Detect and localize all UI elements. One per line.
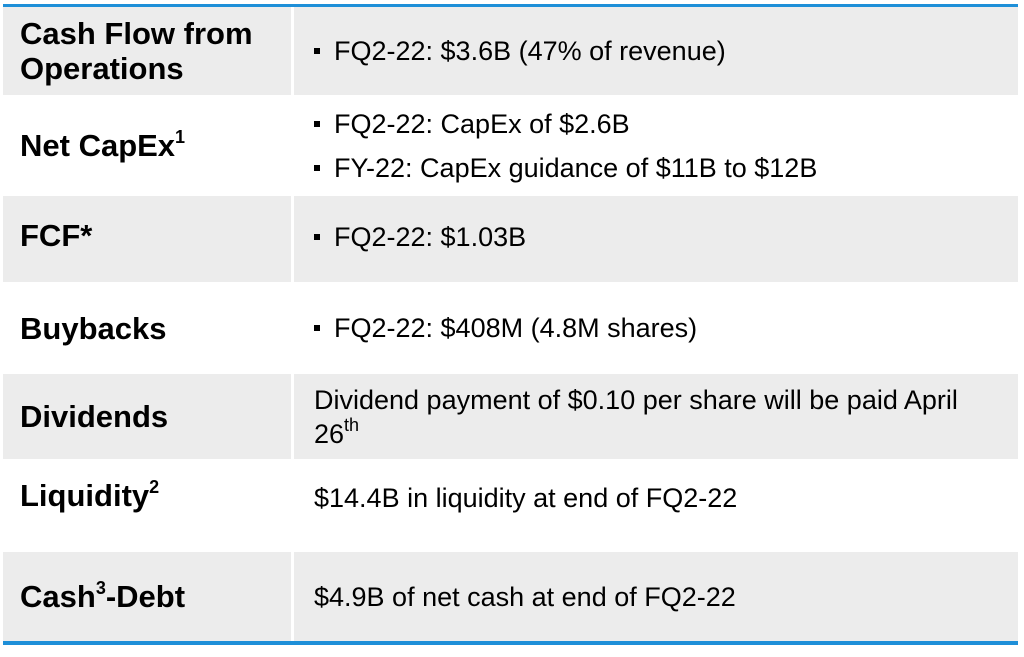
bullet-item: FQ2-22: CapEx of $2.6B xyxy=(314,107,1018,141)
table-row-fcf: FCF* FQ2-22: $1.03B xyxy=(3,196,1018,285)
cash-flow-summary-table: Cash Flow from Operations FQ2-22: $3.6B … xyxy=(3,4,1018,645)
table-row-cash-debt: Cash3-Debt $4.9B of net cash at end of F… xyxy=(3,552,1018,641)
row-content: $4.9B of net cash at end of FQ2-22 xyxy=(294,552,1018,641)
ordinal-suffix: th xyxy=(344,414,360,435)
row-label: Dividends xyxy=(3,374,294,459)
row-content: $14.4B in liquidity at end of FQ2-22 xyxy=(294,462,1018,549)
footnote-marker: 1 xyxy=(175,126,186,147)
bullet-square-icon xyxy=(314,120,320,127)
dividend-text: Dividend payment of $0.10 per share will… xyxy=(314,383,988,451)
table-row-cash-flow: Cash Flow from Operations FQ2-22: $3.6B … xyxy=(3,7,1018,98)
bullet-square-icon xyxy=(314,48,320,54)
bullet-item: FY-22: CapEx guidance of $11B to $12B xyxy=(314,151,1018,185)
footnote-marker: 2 xyxy=(149,476,160,497)
bullet-text: FY-22: CapEx guidance of $11B to $12B xyxy=(334,152,818,183)
bullet-text: FQ2-22: $408M (4.8M shares) xyxy=(334,313,698,343)
footnote-marker: 3 xyxy=(95,577,106,598)
row-label-text: Cash Flow from Operations xyxy=(20,16,253,86)
bullet-item: FQ2-22: $1.03B xyxy=(314,220,1018,254)
table-row-buybacks: Buybacks FQ2-22: $408M (4.8M shares) xyxy=(3,285,1018,374)
row-label-main: Cash xyxy=(20,579,96,614)
row-label-main: Liquidity xyxy=(20,478,150,513)
bullet-text: FQ2-22: $1.03B xyxy=(334,222,527,252)
bullet-square-icon xyxy=(314,234,320,240)
row-content: FQ2-22: $408M (4.8M shares) xyxy=(294,285,1018,371)
row-content: Dividend payment of $0.10 per share will… xyxy=(294,374,1018,459)
bullet-item: FQ2-22: $408M (4.8M shares) xyxy=(314,311,1018,345)
row-label-main: Net CapEx xyxy=(20,128,176,163)
row-label-suffix: -Debt xyxy=(105,579,186,614)
row-label-text: Cash3-Debt xyxy=(20,579,185,614)
bullet-text: FQ2-22: CapEx of $2.6B xyxy=(334,108,630,139)
row-content: FQ2-22: $3.6B (47% of revenue) xyxy=(294,7,1018,95)
row-label: Cash Flow from Operations xyxy=(3,7,294,95)
row-label: Liquidity2 xyxy=(3,462,294,549)
row-label: FCF* xyxy=(3,196,294,282)
bullet-text: FQ2-22: $3.6B (47% of revenue) xyxy=(334,36,726,66)
row-label-text: Dividends xyxy=(20,399,169,434)
row-content: FQ2-22: CapEx of $2.6B FY-22: CapEx guid… xyxy=(294,98,1018,193)
net-cash-text: $4.9B of net cash at end of FQ2-22 xyxy=(314,581,736,612)
row-label-text: Liquidity2 xyxy=(20,478,159,513)
bullet-square-icon xyxy=(314,164,320,171)
row-label-text: Buybacks xyxy=(20,310,167,346)
table-row-net-capex: Net CapEx1 FQ2-22: CapEx of $2.6B FY-22:… xyxy=(3,98,1018,196)
row-label: Net CapEx1 xyxy=(3,98,294,193)
table-row-dividends: Dividends Dividend payment of $0.10 per … xyxy=(3,374,1018,462)
row-label-text: Net CapEx1 xyxy=(20,128,185,163)
bullet-square-icon xyxy=(314,325,320,331)
liquidity-text: $14.4B in liquidity at end of FQ2-22 xyxy=(314,483,738,513)
row-label-text: FCF* xyxy=(20,218,93,253)
dividend-text-main: Dividend payment of $0.10 per share will… xyxy=(314,384,958,449)
table-row-liquidity: Liquidity2 $14.4B in liquidity at end of… xyxy=(3,462,1018,552)
row-label: Buybacks xyxy=(3,285,294,371)
row-label: Cash3-Debt xyxy=(3,552,294,641)
row-content: FQ2-22: $1.03B xyxy=(294,196,1018,282)
bullet-item: FQ2-22: $3.6B (47% of revenue) xyxy=(314,34,1018,68)
